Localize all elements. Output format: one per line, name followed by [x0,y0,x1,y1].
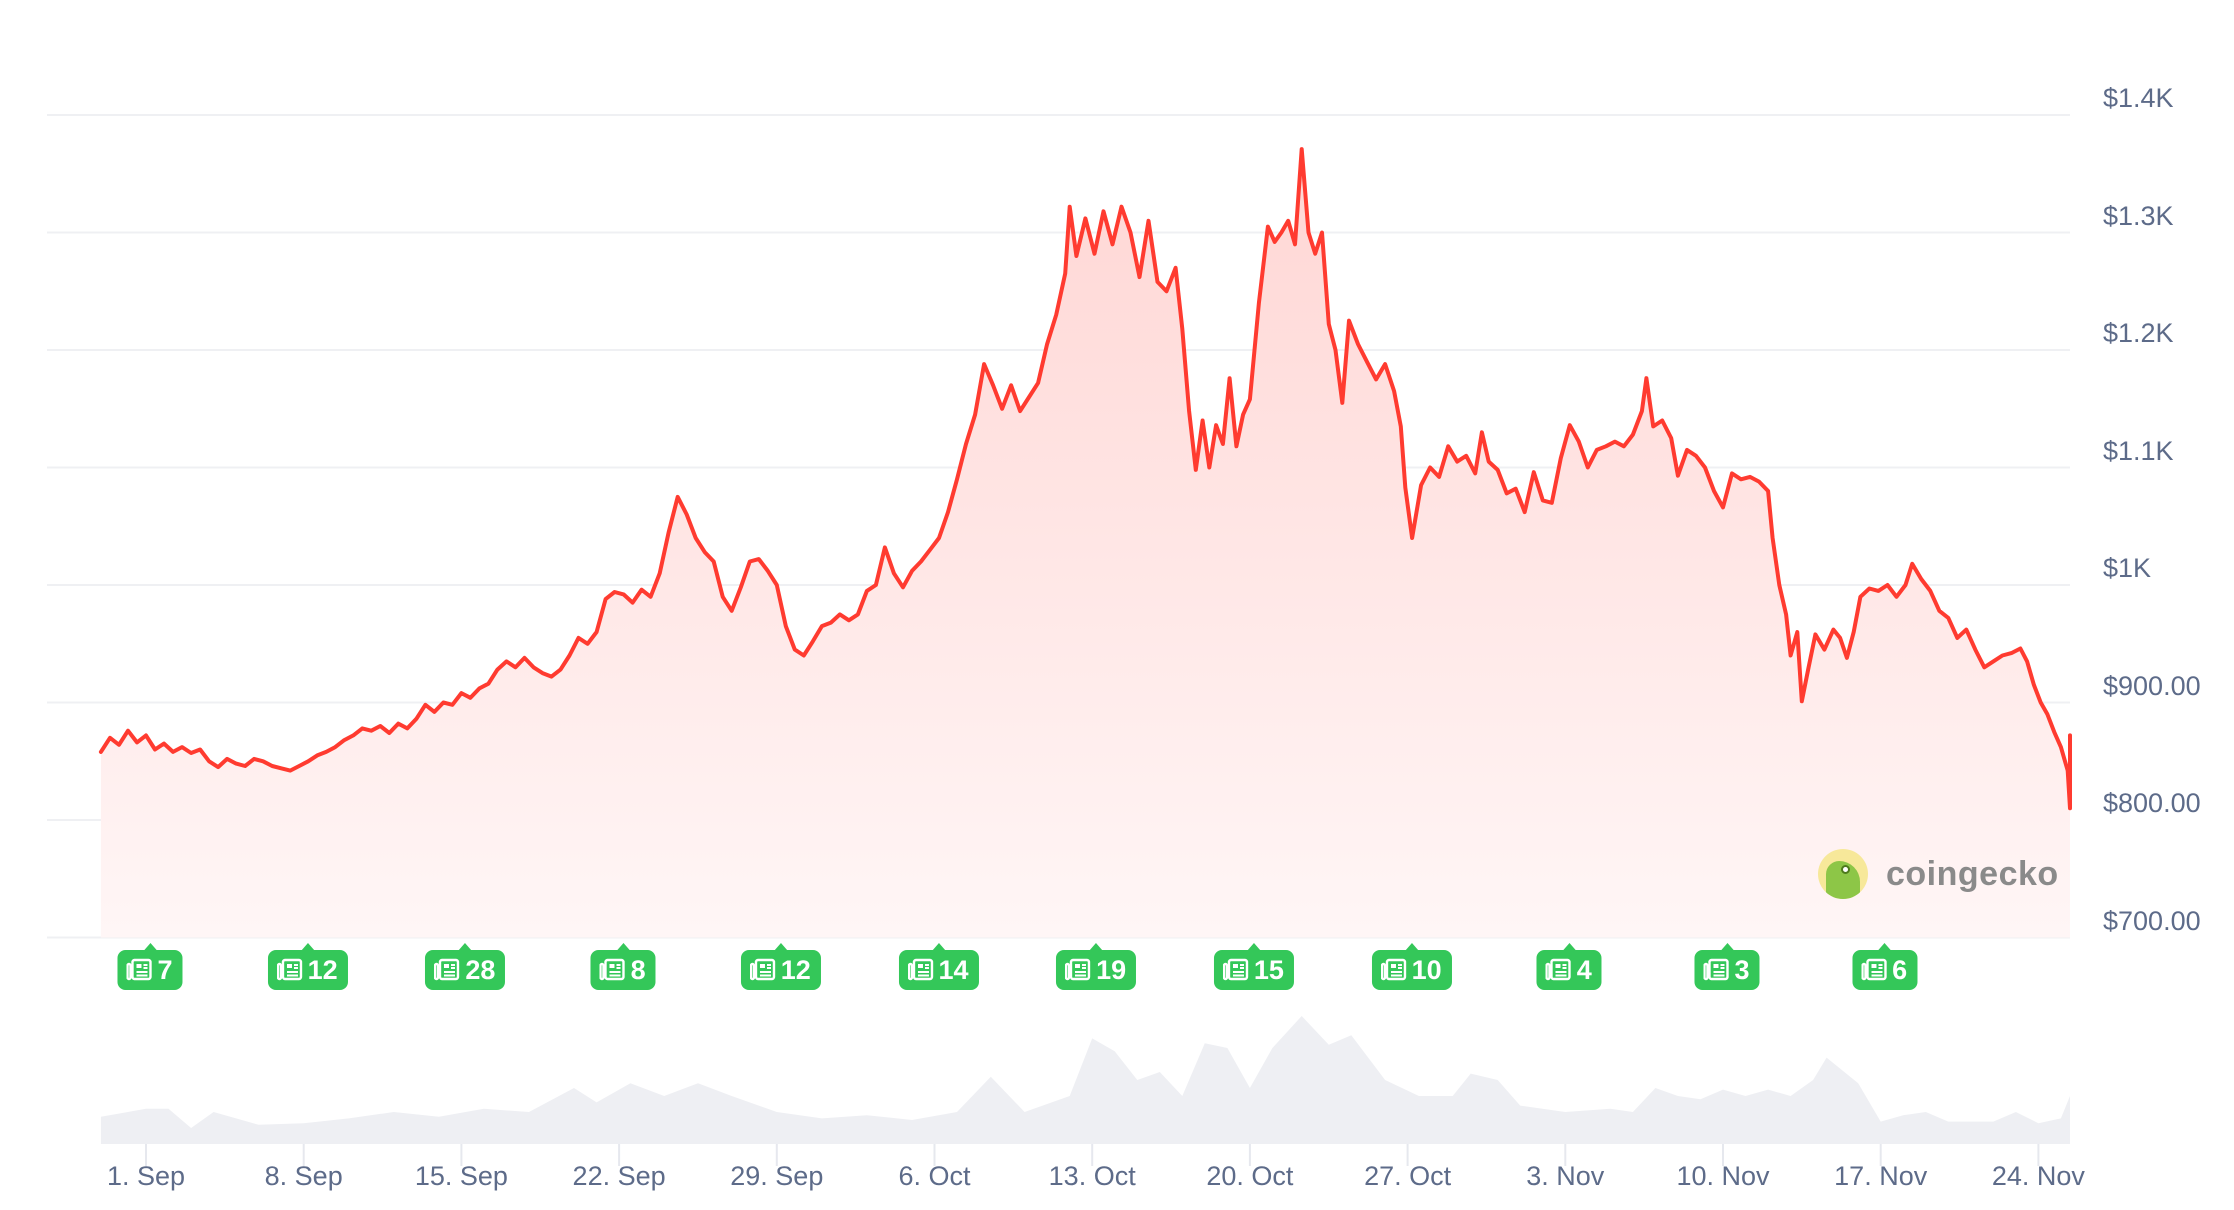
newspaper-icon [1380,958,1407,982]
price-area-fill [100,149,2070,938]
news-badge[interactable]: 12 [267,943,348,990]
x-axis-label: 13. Oct [1048,1161,1136,1191]
x-axis-label: 29. Sep [730,1161,824,1191]
y-axis-label: $1.2K [2103,318,2174,348]
y-axis-label: $1K [2103,553,2152,583]
newspaper-icon [1222,958,1249,982]
news-count: 12 [307,954,338,985]
x-axis-label: 20. Oct [1206,1161,1294,1191]
y-axis-label: $900.00 [2103,670,2201,701]
volume-area [100,1016,2070,1144]
news-badge[interactable]: 12 [740,943,821,990]
news-badge[interactable]: 4 [1536,943,1602,990]
news-count: 19 [1096,954,1127,985]
news-count: 12 [780,954,811,985]
newspaper-icon [1064,958,1091,982]
newspaper-icon [907,958,933,982]
coingecko-logo-icon [1818,849,1868,899]
x-axis-label: 24. Nov [1991,1161,2085,1191]
x-axis-label: 22. Sep [572,1161,666,1191]
news-count: 15 [1253,954,1284,985]
y-axis-label: $1.3K [2103,200,2174,231]
x-axis-label: 10. Nov [1676,1161,1770,1191]
newspaper-icon [1860,958,1887,982]
news-count: 8 [630,954,646,985]
x-axis-label: 1. Sep [106,1161,186,1191]
watermark-text: coingecko [1886,854,2059,893]
news-badge[interactable]: 19 [1056,943,1137,990]
x-axis-label: 8. Sep [264,1161,343,1191]
newspaper-icon [749,958,776,982]
news-badge[interactable]: 15 [1213,943,1294,990]
news-count: 14 [938,954,969,985]
newspaper-icon [599,958,626,982]
price-line[interactable] [98,147,2072,811]
y-axis-label: $800.00 [2103,788,2201,818]
x-axis-label: 15. Sep [414,1161,508,1191]
news-count: 4 [1576,954,1592,985]
newspaper-icon [276,958,303,982]
news-badge[interactable]: 7 [117,943,183,990]
x-axis-label: 6. Oct [898,1161,971,1191]
news-badge[interactable]: 6 [1852,943,1918,990]
news-count: 6 [1892,954,1908,985]
news-count: 7 [157,954,173,985]
news-badge[interactable]: 28 [425,943,506,990]
newspaper-icon [1703,958,1729,982]
coingecko-watermark: coingecko [1818,849,2059,899]
news-count: 28 [465,954,496,985]
x-axis-label: 3. Nov [1526,1161,1605,1191]
x-axis-label: 17. Nov [1834,1161,1928,1191]
news-badge[interactable]: 3 [1694,943,1760,990]
news-count: 3 [1734,954,1750,985]
y-axis-label: $700.00 [2103,905,2201,936]
news-badge[interactable]: 10 [1371,943,1452,990]
news-badge[interactable]: 14 [898,943,979,990]
newspaper-icon [434,958,460,982]
y-axis-label: $1.1K [2103,435,2174,466]
newspaper-icon [1545,958,1572,982]
y-axis-label: $1.4K [2103,83,2174,113]
news-badge[interactable]: 8 [590,943,656,990]
news-count: 10 [1411,954,1442,985]
x-axis-ticks [145,1144,2040,1166]
x-axis-label: 27. Oct [1364,1161,1452,1191]
newspaper-icon [126,958,152,982]
